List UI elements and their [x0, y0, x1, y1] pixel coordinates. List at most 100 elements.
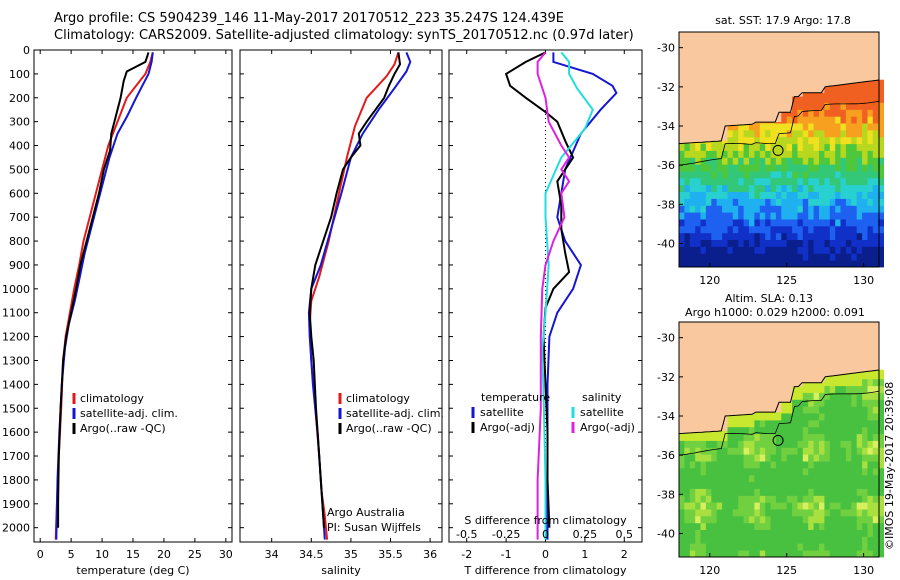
map-cell — [732, 529, 739, 537]
map-cell — [700, 481, 707, 489]
map-cell — [743, 219, 750, 227]
map-cell — [797, 136, 804, 145]
map-cell — [829, 509, 836, 517]
map-cell — [819, 447, 825, 455]
map-cell — [759, 461, 766, 469]
map-cell — [695, 432, 701, 434]
map-cell — [829, 212, 836, 220]
map-cell — [679, 502, 685, 510]
map-cell — [722, 260, 728, 268]
map-cell — [829, 536, 836, 544]
map-cell — [829, 88, 836, 97]
map-y-tick-label: -32 — [657, 81, 675, 94]
map-cell — [738, 447, 744, 455]
map-cell — [824, 143, 831, 151]
map-cell — [851, 440, 858, 448]
map-cell — [824, 157, 831, 165]
map-cell — [878, 426, 884, 435]
map-cell — [845, 239, 852, 247]
map-cell — [878, 205, 884, 213]
map-cell — [786, 402, 793, 407]
map-cell — [862, 550, 868, 558]
map-cell — [679, 515, 685, 524]
map-cell — [824, 509, 831, 517]
map-cell — [872, 447, 879, 455]
map-cell — [878, 467, 884, 476]
map-cell — [872, 509, 879, 517]
map-cell — [792, 157, 798, 165]
map-cell — [872, 109, 879, 117]
map-cell — [856, 419, 863, 428]
map-cell — [792, 509, 798, 517]
map-cell — [743, 232, 750, 240]
map-cell — [770, 550, 777, 558]
map-cell — [867, 102, 874, 110]
map-cell — [845, 129, 852, 138]
map-cell — [851, 143, 858, 151]
map-cell — [759, 253, 766, 261]
map-cell — [835, 116, 841, 124]
map-cell — [862, 419, 868, 428]
map-cell — [786, 246, 793, 254]
map-cell — [819, 191, 825, 199]
map-cell — [856, 413, 863, 421]
map-cell — [851, 536, 858, 544]
map-cell — [775, 529, 782, 537]
map-cell — [872, 419, 879, 428]
map-cell — [700, 536, 707, 544]
map-cell — [802, 419, 809, 428]
map-cell — [754, 412, 761, 414]
map-cell — [878, 260, 884, 268]
map-cell — [679, 509, 685, 517]
map-cell — [835, 406, 841, 414]
map-cell — [700, 509, 707, 517]
map-cell — [851, 129, 858, 138]
map-cell — [792, 433, 798, 441]
map-cell — [775, 461, 782, 469]
map-cell — [759, 171, 766, 179]
map-cell — [722, 502, 728, 510]
map-cell — [700, 467, 707, 476]
map-cell — [716, 141, 723, 145]
map-cell — [792, 536, 798, 544]
map-cell — [872, 371, 879, 380]
map-cell — [770, 136, 777, 145]
map-cell — [759, 232, 766, 240]
map-cell — [716, 143, 723, 151]
map-cell — [824, 260, 831, 268]
map-cell — [872, 88, 879, 97]
map-cell — [765, 177, 771, 186]
map-cell — [797, 419, 804, 428]
map-cell — [878, 136, 884, 145]
map-y-tick-label: -38 — [657, 488, 675, 501]
map-cell — [716, 433, 723, 441]
map-cell — [727, 543, 734, 551]
map-cell — [732, 136, 739, 145]
map-cell — [684, 246, 691, 254]
map-cell — [845, 253, 852, 261]
map-cell — [700, 260, 707, 268]
map-cell — [862, 102, 868, 110]
map-cell — [684, 219, 691, 227]
map-cell — [819, 426, 825, 435]
map-cell — [845, 95, 852, 103]
map-cell — [705, 171, 712, 179]
map-cell — [732, 419, 739, 428]
map-cell — [786, 447, 793, 455]
map-cell — [727, 515, 734, 524]
map-cell — [824, 419, 831, 428]
map-cell — [813, 536, 820, 544]
map-cell — [819, 522, 825, 530]
map-cell — [754, 474, 761, 482]
map-cell — [695, 253, 701, 261]
map-cell — [872, 426, 879, 435]
map-cell — [835, 191, 841, 199]
map-cell — [781, 191, 788, 199]
map-cell — [813, 495, 820, 503]
map-cell — [732, 143, 739, 151]
map-cell — [867, 212, 874, 220]
map-cell — [802, 191, 809, 199]
timestamp-stamp: ©IMOS 19-May-2017 20:39:08 — [883, 382, 896, 550]
map-cell — [775, 143, 782, 151]
map-cell — [867, 150, 874, 158]
